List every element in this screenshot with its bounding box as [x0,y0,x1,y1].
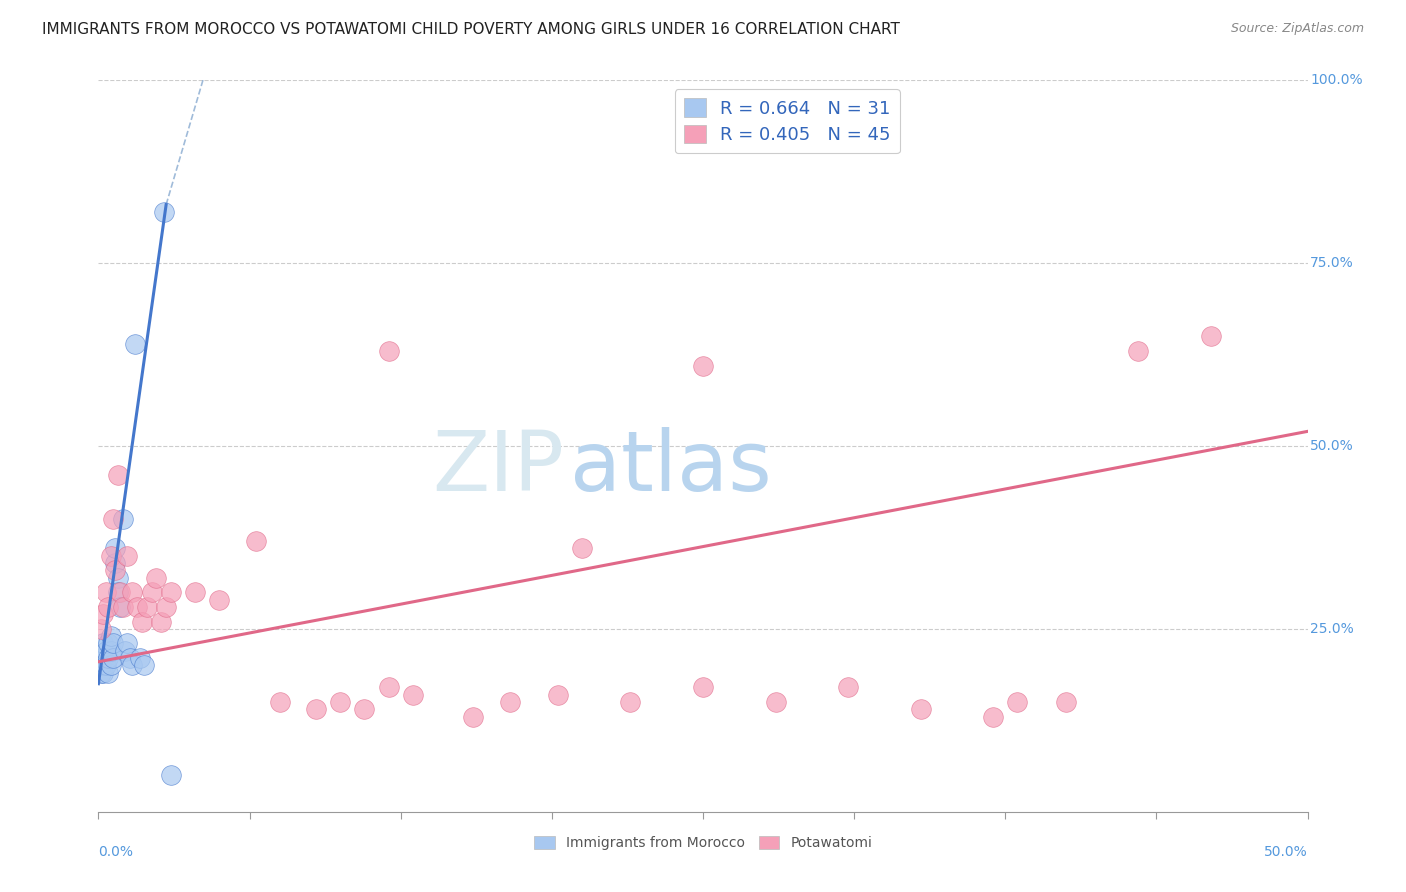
Point [108,599,131,614]
Point [111,512,134,526]
Point [377,343,399,358]
Point [135,599,157,614]
Text: IMMIGRANTS FROM MOROCCO VS POTAWATOMI CHILD POVERTY AMONG GIRLS UNDER 16 CORRELA: IMMIGRANTS FROM MOROCCO VS POTAWATOMI CH… [42,22,900,37]
Point [121,585,143,599]
Point [208,592,231,607]
Point [100,644,122,658]
Point [97,636,120,650]
Text: 50.0%: 50.0% [1310,439,1354,453]
Point [152,205,174,219]
Point [141,585,163,599]
Point [160,768,183,782]
Point [90,658,112,673]
Text: atlas: atlas [569,427,772,508]
Point [547,688,569,702]
Point [498,695,520,709]
Point [305,702,328,716]
Point [114,644,136,658]
Point [128,651,150,665]
Point [104,556,127,570]
Point [910,702,932,716]
Point [134,658,156,673]
Text: Source: ZipAtlas.com: Source: ZipAtlas.com [1230,22,1364,36]
Point [97,651,120,665]
Point [118,651,141,665]
Point [91,636,114,650]
Point [104,563,127,577]
Point [377,681,399,695]
Point [100,549,122,563]
Text: 100.0%: 100.0% [1310,73,1362,87]
Text: 50.0%: 50.0% [1264,845,1308,859]
Point [269,695,291,709]
Point [111,599,134,614]
Point [90,622,112,636]
Point [117,636,139,650]
Point [91,665,114,680]
Point [107,468,129,483]
Point [104,541,127,556]
Point [160,585,183,599]
Point [245,534,267,549]
Point [329,695,352,709]
Text: 75.0%: 75.0% [1310,256,1354,270]
Point [1128,343,1150,358]
Point [91,607,114,622]
Point [97,665,120,680]
Point [692,681,714,695]
Point [90,665,112,680]
Point [97,599,120,614]
Point [108,585,131,599]
Point [101,651,124,665]
Point [353,702,375,716]
Point [91,651,114,665]
Point [150,615,173,629]
Point [837,681,859,695]
Point [571,541,593,556]
Text: 0.0%: 0.0% [98,845,134,859]
Point [90,651,112,665]
Point [1007,695,1029,709]
Point [145,571,167,585]
Point [100,629,122,643]
Point [117,549,139,563]
Text: 25.0%: 25.0% [1310,622,1354,636]
Point [94,658,117,673]
Point [121,658,143,673]
Point [124,336,146,351]
Point [619,695,641,709]
Point [1054,695,1077,709]
Text: ZIP: ZIP [432,427,564,508]
Point [184,585,207,599]
Point [765,695,787,709]
Point [107,571,129,585]
Point [692,359,714,373]
Point [94,585,117,599]
Point [101,512,124,526]
Point [131,615,153,629]
Point [100,658,122,673]
Point [101,636,124,650]
Point [981,709,1004,723]
Point [155,599,177,614]
Point [94,644,117,658]
Point [1199,329,1222,343]
Point [402,688,425,702]
Legend: Immigrants from Morocco, Potawatomi: Immigrants from Morocco, Potawatomi [529,830,877,856]
Point [107,585,129,599]
Point [127,599,149,614]
Point [463,709,485,723]
